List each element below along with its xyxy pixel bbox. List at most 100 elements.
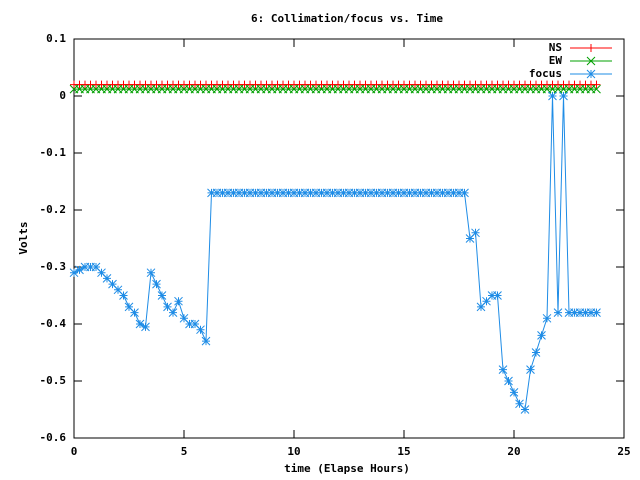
data-point [421,188,431,198]
data-point [86,262,95,272]
data-point [487,291,497,300]
x-tick-label: 10 [287,445,300,458]
data-point [388,188,398,198]
data-point [234,188,244,198]
legend-marker [586,56,596,66]
y-tick-label: -0.1 [40,146,67,159]
x-tick-label: 25 [617,445,630,458]
data-point [262,188,271,198]
data-point [322,188,332,198]
data-point [240,188,249,198]
data-point [515,399,524,409]
data-point [592,308,601,317]
data-point [355,188,365,198]
legend-label: NS [549,41,562,54]
data-point [449,188,458,198]
x-axis-label: time (Elapse Hours) [284,462,410,475]
data-point [564,308,574,317]
data-point [570,308,579,317]
data-point [113,285,123,295]
data-point [97,268,106,278]
data-point [553,308,563,317]
data-point [179,313,189,323]
data-point [460,188,469,198]
data-point [575,308,585,317]
data-point [344,188,354,198]
data-point [256,188,266,198]
data-point [218,188,227,198]
data-point [223,188,233,198]
data-point [465,234,475,243]
chart-title: 6: Collimation/focus vs. Time [251,12,443,25]
data-point [317,188,326,198]
data-point [531,348,541,357]
data-point [212,188,222,198]
data-point [267,188,277,198]
data-point [229,188,238,198]
data-point [91,262,101,272]
data-point [141,322,150,332]
plot-border [73,38,625,439]
y-tick-label: 0.1 [46,32,66,45]
data-point [108,279,117,289]
x-tick-label: 0 [71,445,78,458]
data-point [586,308,596,317]
data-point [366,188,376,198]
x-tick-label: 20 [507,445,520,458]
data-point [405,188,414,198]
data-point [102,274,112,283]
x-tick-label: 15 [397,445,410,458]
data-point [454,188,464,198]
data-point [493,291,502,300]
data-point [482,296,491,306]
y-tick-label: -0.5 [40,374,67,387]
data-point [157,291,167,300]
data-point [592,80,601,89]
data-point [520,405,530,414]
data-point [504,376,513,386]
data-point [416,188,425,198]
data-point [124,302,134,312]
y-tick-label: -0.2 [40,203,67,216]
data-point [289,188,299,198]
data-point [581,308,590,317]
data-point [361,188,370,198]
data-point [537,331,546,340]
data-point [273,188,282,198]
x-tick-label: 5 [181,445,188,458]
data-point [498,365,508,374]
data-point [152,279,161,289]
data-point [135,319,145,329]
data-point [542,313,552,323]
data-point [168,308,178,317]
data-point [476,302,486,312]
data-point [350,188,359,198]
y-axis-label: Volts [17,221,30,254]
data-point [130,308,139,317]
data-point [427,188,436,198]
data-point [410,188,420,198]
y-tick-label: -0.3 [40,260,67,273]
data-point [146,268,156,278]
legend-label: focus [529,67,562,80]
data-point [295,188,304,198]
data-point [278,188,288,198]
data-point [69,268,79,278]
data-point [163,302,172,312]
data-point [394,188,403,198]
data-point [509,388,519,397]
y-tick-label: -0.4 [40,317,67,330]
data-point [284,188,293,198]
data-point [377,188,387,198]
data-point [196,325,205,335]
data-point [559,91,568,101]
data-point [201,336,211,346]
legend-marker [586,69,596,79]
data-point [438,188,447,198]
data-point [548,91,557,101]
data-point [399,188,409,198]
data-point [339,188,348,198]
data-point [471,228,480,238]
